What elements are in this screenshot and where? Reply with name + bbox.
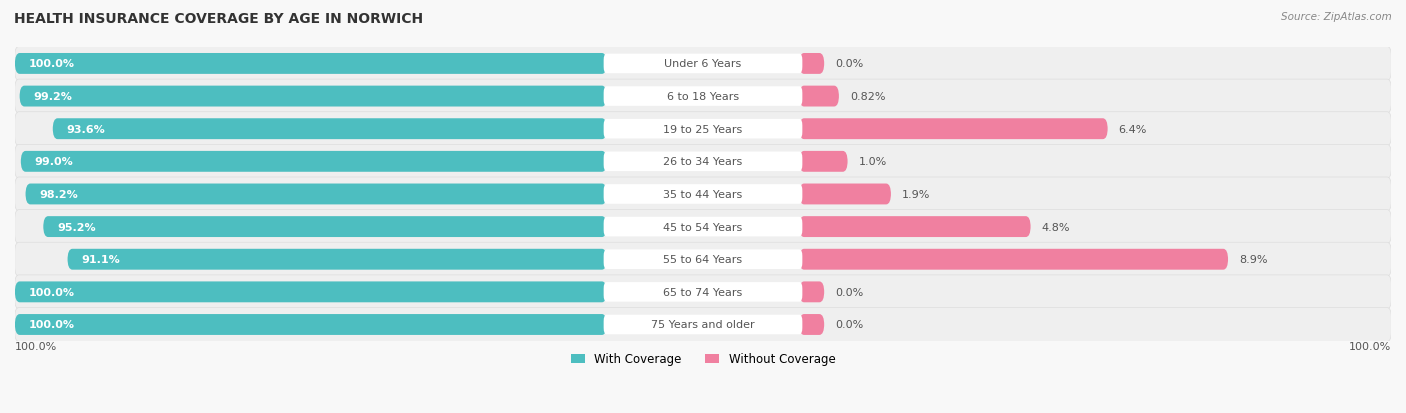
FancyBboxPatch shape xyxy=(603,185,803,204)
Text: 99.0%: 99.0% xyxy=(35,157,73,167)
Text: 93.6%: 93.6% xyxy=(66,124,105,134)
Text: 0.0%: 0.0% xyxy=(835,59,863,69)
FancyBboxPatch shape xyxy=(14,47,1392,81)
Text: Source: ZipAtlas.com: Source: ZipAtlas.com xyxy=(1281,12,1392,22)
FancyBboxPatch shape xyxy=(44,217,607,237)
FancyBboxPatch shape xyxy=(799,119,1108,140)
FancyBboxPatch shape xyxy=(14,243,1392,277)
Text: 0.0%: 0.0% xyxy=(835,287,863,297)
FancyBboxPatch shape xyxy=(603,87,803,107)
Text: 8.9%: 8.9% xyxy=(1239,254,1267,265)
FancyBboxPatch shape xyxy=(799,217,1031,237)
FancyBboxPatch shape xyxy=(799,249,1227,270)
FancyBboxPatch shape xyxy=(799,282,824,303)
FancyBboxPatch shape xyxy=(14,178,1392,211)
Text: 100.0%: 100.0% xyxy=(1348,342,1391,351)
FancyBboxPatch shape xyxy=(799,152,848,172)
FancyBboxPatch shape xyxy=(67,249,607,270)
Text: 98.2%: 98.2% xyxy=(39,190,79,199)
FancyBboxPatch shape xyxy=(15,282,607,303)
FancyBboxPatch shape xyxy=(15,54,607,75)
Text: 0.82%: 0.82% xyxy=(849,92,886,102)
Text: 99.2%: 99.2% xyxy=(34,92,72,102)
Text: 75 Years and older: 75 Years and older xyxy=(651,320,755,330)
Text: 35 to 44 Years: 35 to 44 Years xyxy=(664,190,742,199)
Legend: With Coverage, Without Coverage: With Coverage, Without Coverage xyxy=(565,348,841,370)
FancyBboxPatch shape xyxy=(603,152,803,172)
FancyBboxPatch shape xyxy=(603,217,803,237)
Text: 1.0%: 1.0% xyxy=(859,157,887,167)
Text: 4.8%: 4.8% xyxy=(1042,222,1070,232)
FancyBboxPatch shape xyxy=(14,112,1392,146)
FancyBboxPatch shape xyxy=(14,145,1392,179)
Text: 100.0%: 100.0% xyxy=(15,342,58,351)
FancyBboxPatch shape xyxy=(603,250,803,269)
Text: 1.9%: 1.9% xyxy=(901,190,931,199)
FancyBboxPatch shape xyxy=(799,184,891,205)
Text: 100.0%: 100.0% xyxy=(28,59,75,69)
Text: 100.0%: 100.0% xyxy=(28,287,75,297)
FancyBboxPatch shape xyxy=(799,54,824,75)
Text: 45 to 54 Years: 45 to 54 Years xyxy=(664,222,742,232)
FancyBboxPatch shape xyxy=(14,275,1392,309)
FancyBboxPatch shape xyxy=(15,314,607,335)
FancyBboxPatch shape xyxy=(20,86,607,107)
FancyBboxPatch shape xyxy=(25,184,607,205)
Text: 6.4%: 6.4% xyxy=(1119,124,1147,134)
FancyBboxPatch shape xyxy=(603,120,803,139)
FancyBboxPatch shape xyxy=(14,80,1392,114)
FancyBboxPatch shape xyxy=(14,308,1392,342)
FancyBboxPatch shape xyxy=(799,314,824,335)
FancyBboxPatch shape xyxy=(603,55,803,74)
Text: HEALTH INSURANCE COVERAGE BY AGE IN NORWICH: HEALTH INSURANCE COVERAGE BY AGE IN NORW… xyxy=(14,12,423,26)
Text: 55 to 64 Years: 55 to 64 Years xyxy=(664,254,742,265)
Text: 65 to 74 Years: 65 to 74 Years xyxy=(664,287,742,297)
Text: 26 to 34 Years: 26 to 34 Years xyxy=(664,157,742,167)
FancyBboxPatch shape xyxy=(21,152,607,172)
Text: 95.2%: 95.2% xyxy=(58,222,96,232)
FancyBboxPatch shape xyxy=(603,315,803,335)
Text: Under 6 Years: Under 6 Years xyxy=(665,59,741,69)
Text: 6 to 18 Years: 6 to 18 Years xyxy=(666,92,740,102)
FancyBboxPatch shape xyxy=(799,86,839,107)
Text: 19 to 25 Years: 19 to 25 Years xyxy=(664,124,742,134)
FancyBboxPatch shape xyxy=(14,210,1392,244)
Text: 0.0%: 0.0% xyxy=(835,320,863,330)
FancyBboxPatch shape xyxy=(53,119,607,140)
Text: 91.1%: 91.1% xyxy=(82,254,120,265)
Text: 100.0%: 100.0% xyxy=(28,320,75,330)
FancyBboxPatch shape xyxy=(603,282,803,302)
